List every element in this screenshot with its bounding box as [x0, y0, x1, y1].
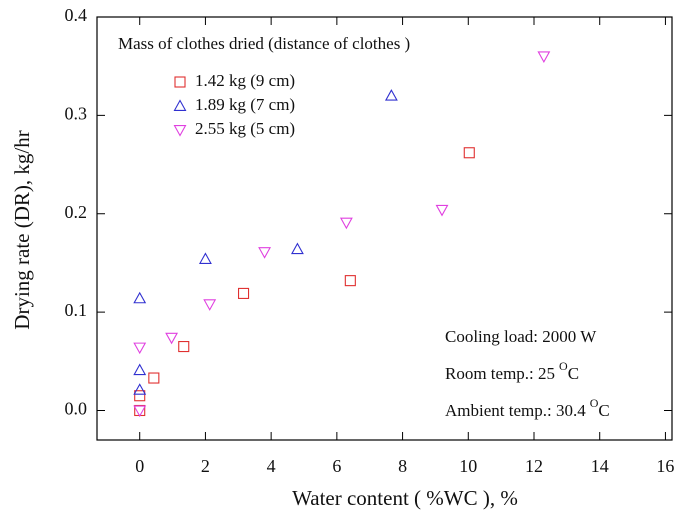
marker: [198, 252, 212, 264]
legend-marker: [174, 76, 186, 88]
annotation-text: Room temp.: 25: [445, 364, 555, 383]
marker: [133, 383, 147, 395]
annotation: Cooling load: 2000 W: [445, 327, 597, 346]
marker: [258, 247, 272, 259]
annotation: Room temp.: 25 OC: [445, 359, 579, 383]
annotation-text: Cooling load: 2000 W: [445, 327, 597, 346]
marker: [435, 204, 449, 217]
y-tick-label: 0.3: [65, 103, 88, 123]
x-tick-label: 10: [459, 456, 477, 476]
annotation-sup: O: [559, 359, 568, 373]
x-tick-label: 4: [267, 456, 276, 476]
y-axis-label: Drying rate (DR), kg/hr: [10, 130, 34, 329]
marker: [134, 390, 146, 402]
plot-frame: [96, 16, 673, 441]
marker: [133, 405, 147, 418]
annotation: Ambient temp.: 30.4 OC: [445, 396, 610, 420]
y-tick-label: 0.4: [65, 5, 88, 25]
legend-label: 2.55 kg (5 cm): [195, 119, 295, 138]
legend-label: 1.89 kg (7 cm): [195, 95, 295, 114]
x-tick-label: 12: [525, 456, 543, 476]
marker: [344, 275, 356, 287]
marker: [178, 340, 190, 353]
marker: [165, 332, 179, 345]
legend-label: 1.42 kg (9 cm): [195, 71, 295, 90]
y-tick-label: 0.2: [65, 202, 88, 222]
x-tick-label: 14: [591, 456, 609, 476]
annotation-unit: C: [598, 401, 609, 420]
marker: [339, 217, 353, 230]
x-tick-label: 2: [201, 456, 210, 476]
annotation-sup: O: [590, 396, 599, 410]
x-tick-label: 16: [656, 456, 674, 476]
annotation-unit: C: [568, 364, 579, 383]
annotation-text: Ambient temp.: 30.4: [445, 401, 586, 420]
x-tick-label: 8: [398, 456, 407, 476]
marker: [237, 287, 250, 299]
marker: [133, 291, 147, 304]
marker: [537, 51, 551, 63]
y-tick-label: 0.0: [65, 399, 88, 419]
x-axis-label: Water content ( %WC ), %: [292, 486, 518, 510]
marker: [133, 363, 147, 376]
legend-marker: [173, 99, 187, 111]
legend-title: Mass of clothes dried (distance of cloth…: [118, 34, 410, 53]
marker: [384, 89, 398, 101]
y-tick-label: 0.1: [65, 300, 88, 320]
marker: [203, 299, 217, 311]
marker: [290, 242, 304, 255]
x-tick-label: 6: [332, 456, 341, 476]
x-tick-label: 0: [135, 456, 144, 476]
marker: [148, 372, 160, 384]
legend-marker: [173, 125, 187, 137]
marker: [463, 147, 475, 159]
marker: [133, 342, 147, 355]
